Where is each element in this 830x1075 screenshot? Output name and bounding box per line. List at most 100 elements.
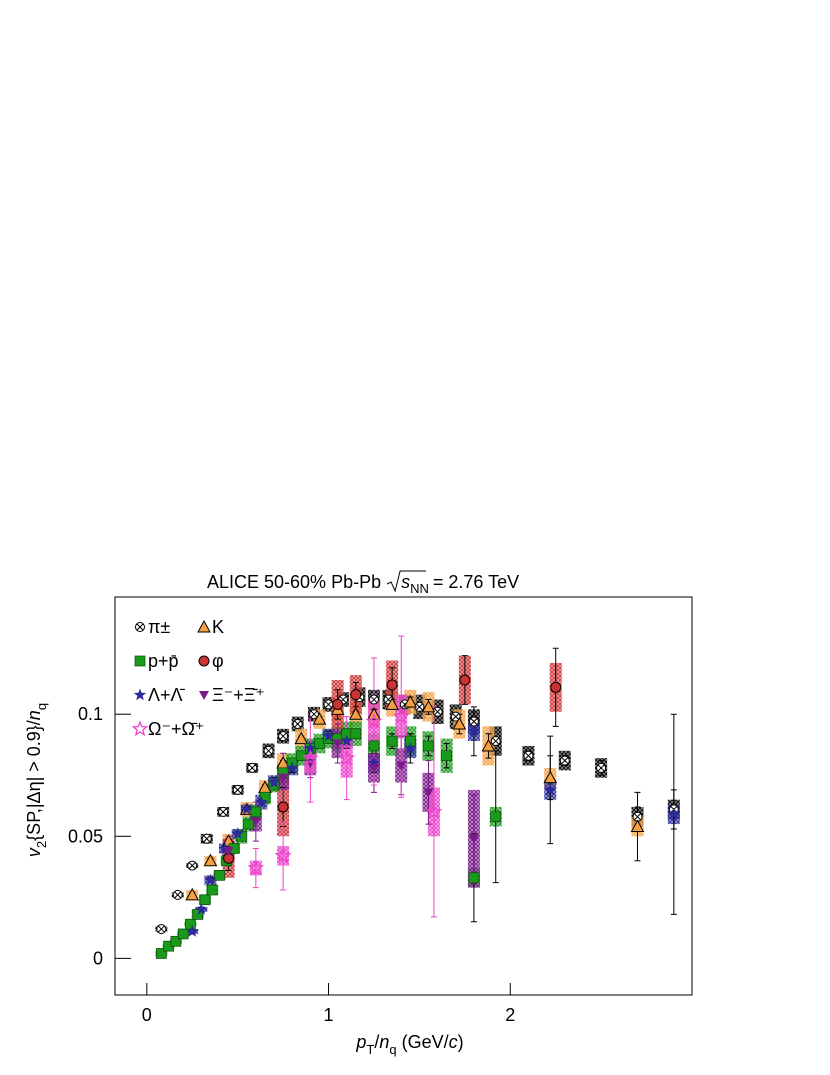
marker <box>340 734 353 747</box>
x-label-part: T <box>366 1042 374 1057</box>
marker <box>294 731 309 745</box>
marker <box>247 859 265 876</box>
marker <box>348 707 363 720</box>
marker <box>350 689 362 701</box>
x-label-part: p <box>355 1032 366 1052</box>
legend-marker <box>135 622 146 632</box>
marker <box>423 788 434 798</box>
plot-frame <box>114 596 693 996</box>
title-radicand: s <box>401 572 410 592</box>
marker <box>218 806 229 817</box>
marker <box>392 707 410 724</box>
x-axis-label: pT/nq (GeV/c) <box>355 1032 463 1057</box>
marker <box>243 818 254 830</box>
legend-marker <box>197 619 211 633</box>
x-tick-label: 0 <box>142 1005 152 1025</box>
y-tick-label: 0.1 <box>78 704 103 724</box>
marker <box>459 674 471 686</box>
legend-marker <box>134 655 146 667</box>
marker <box>365 712 383 729</box>
marker <box>467 724 481 737</box>
legend-marker <box>198 655 210 667</box>
marker <box>667 807 680 820</box>
marker <box>332 739 343 749</box>
x-tick-label: 1 <box>324 1005 334 1025</box>
marker <box>468 872 480 884</box>
marker <box>263 745 274 756</box>
marker <box>312 712 327 725</box>
marker <box>423 740 434 752</box>
y-label-part: {SP,|Δη| > 0.9}/ <box>24 720 44 841</box>
marker <box>292 718 303 729</box>
marker <box>185 918 196 930</box>
marker <box>278 731 289 742</box>
legend-label: K <box>212 617 224 637</box>
marker <box>441 750 453 762</box>
marker <box>286 761 299 774</box>
marker <box>350 728 362 740</box>
marker <box>187 860 198 871</box>
marker <box>332 698 344 710</box>
marker <box>543 770 558 784</box>
marker <box>274 847 292 863</box>
legend-label: Ξ⁻+Ξ̄⁺ <box>212 685 265 705</box>
marker <box>596 762 607 773</box>
marker <box>223 846 234 856</box>
legend-marker <box>131 720 149 737</box>
marker <box>155 948 167 959</box>
marker <box>247 762 258 773</box>
y-label-part: v <box>24 847 44 857</box>
marker <box>199 894 211 906</box>
marker <box>323 699 334 710</box>
legend-label: Ω⁻+Ω̄⁺ <box>148 719 204 739</box>
marker <box>452 716 467 730</box>
marker <box>304 741 317 754</box>
marker <box>403 694 418 708</box>
marker <box>305 759 316 769</box>
chart-title: ALICE 50-60% Pb-Pb sNN = 2.76 TeV <box>207 572 519 596</box>
legend-marker <box>133 688 147 701</box>
marker <box>156 924 167 935</box>
y-label-part: 2 <box>34 841 49 848</box>
y-tick-label: 0 <box>93 948 103 968</box>
marker <box>186 925 199 937</box>
marker <box>278 773 289 783</box>
x-label-part: q <box>389 1042 396 1057</box>
marker <box>172 889 183 900</box>
marker <box>195 903 208 915</box>
x-label-part: / <box>374 1032 379 1052</box>
marker <box>425 803 443 819</box>
legend-label: φ <box>212 651 224 671</box>
marker <box>267 776 281 788</box>
marker <box>432 706 443 717</box>
marker <box>185 887 200 901</box>
marker <box>170 935 182 947</box>
marker <box>368 694 379 705</box>
marker <box>386 679 398 691</box>
error-bar <box>280 821 287 891</box>
marker <box>490 736 501 747</box>
marker <box>250 817 261 827</box>
marker <box>544 783 557 796</box>
marker <box>214 870 225 881</box>
legend-label: π± <box>148 617 170 637</box>
marker <box>255 795 268 808</box>
title-energy: = 2.76 TeV <box>433 572 519 592</box>
x-label-part: c <box>449 1032 458 1052</box>
y-label-part: n <box>24 710 44 720</box>
marker <box>314 738 325 749</box>
y-label-part: q <box>34 703 49 710</box>
legend-label: Λ+Λ̄ <box>148 685 186 705</box>
marker <box>367 756 381 769</box>
title-radicand-sub: NN <box>410 581 429 596</box>
y-axis-label: v2{SP,|Δη| > 0.9}/nq <box>24 703 49 857</box>
marker <box>421 699 436 713</box>
marker <box>396 761 407 771</box>
marker <box>206 884 218 896</box>
x-tick-label: 2 <box>505 1005 515 1025</box>
marker <box>490 811 502 823</box>
marker <box>468 716 479 727</box>
title-text: ALICE 50-60% Pb-Pb <box>207 572 381 592</box>
x-label-part: n <box>379 1032 389 1052</box>
marker <box>468 834 479 844</box>
